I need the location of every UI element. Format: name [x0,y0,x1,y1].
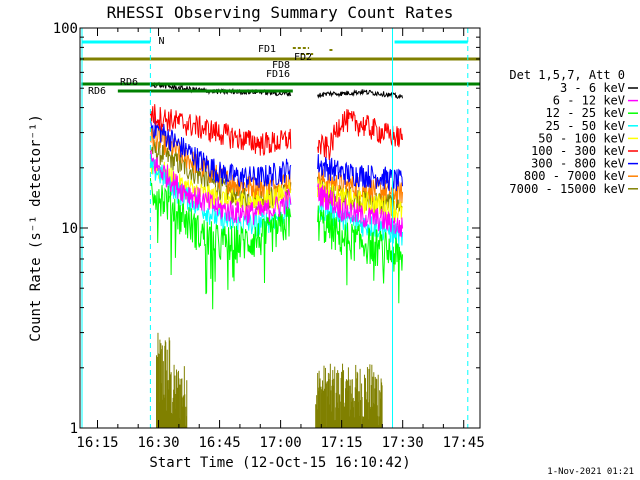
legend-entry-label: 7000 - 15000 keV [509,182,625,196]
flag-label-fd1: FD1 [258,44,276,55]
flag-label-fd2: FD2 [294,52,312,63]
flag-label-rd6: RD6 [120,77,138,88]
x-tick-label: 16:30 [137,435,179,451]
legend-entry-label: 800 - 7000 keV [524,169,625,183]
footer-date: 1-Nov-2021 01:21 [547,467,634,477]
flag-label-fd8: FD8 [272,60,290,71]
legend-entry-label: 50 - 100 keV [538,131,625,145]
chart-title: RHESSI Observing Summary Count Rates [107,3,454,22]
legend-entry-label: 100 - 300 keV [531,144,625,158]
legend-entry-label: 3 - 6 keV [560,81,625,95]
series-line-2 [149,178,403,310]
x-tick-label: 17:30 [382,435,424,451]
x-axis: 16:15 16:30 16:45 17:00 17:15 17:30 17:45 [76,28,485,451]
legend-entry-label: 300 - 800 keV [531,157,625,171]
night-markers: N [81,28,469,428]
y-tick-label: 10 [61,221,78,237]
x-axis-label: Start Time (12-Oct-15 16:10:42) [149,455,410,471]
flag-label-fd16: FD16 [266,69,290,80]
y-tick-label: 100 [53,21,78,37]
plot-frame [79,27,481,429]
x-tick-label: 17:00 [260,435,302,451]
x-tick-label: 16:15 [76,435,118,451]
x-tick-label: 17:15 [321,435,363,451]
y-tick-label: 1 [70,421,78,437]
series-line-1 [149,150,403,238]
legend-entry-label: 12 - 25 keV [546,106,625,120]
legend-entry-label: 6 - 12 keV [553,94,625,108]
x-tick-label: 16:45 [198,435,240,451]
night-label: N [159,36,165,47]
flag-label-rd6: RD6 [88,86,106,97]
x-tick-label: 17:45 [443,435,485,451]
series-line-5 [149,104,403,160]
legend-title: Det 1,5,7, Att 0 [509,68,625,82]
y-axis-label: Count Rate (s⁻¹ detector⁻¹) [28,114,44,342]
series-line-6 [149,116,403,192]
legend-entry-label: 25 - 50 keV [546,119,625,133]
background-spikes [156,332,383,428]
series-line-0 [149,81,403,100]
y-axis: 1 10 100 [53,21,480,437]
